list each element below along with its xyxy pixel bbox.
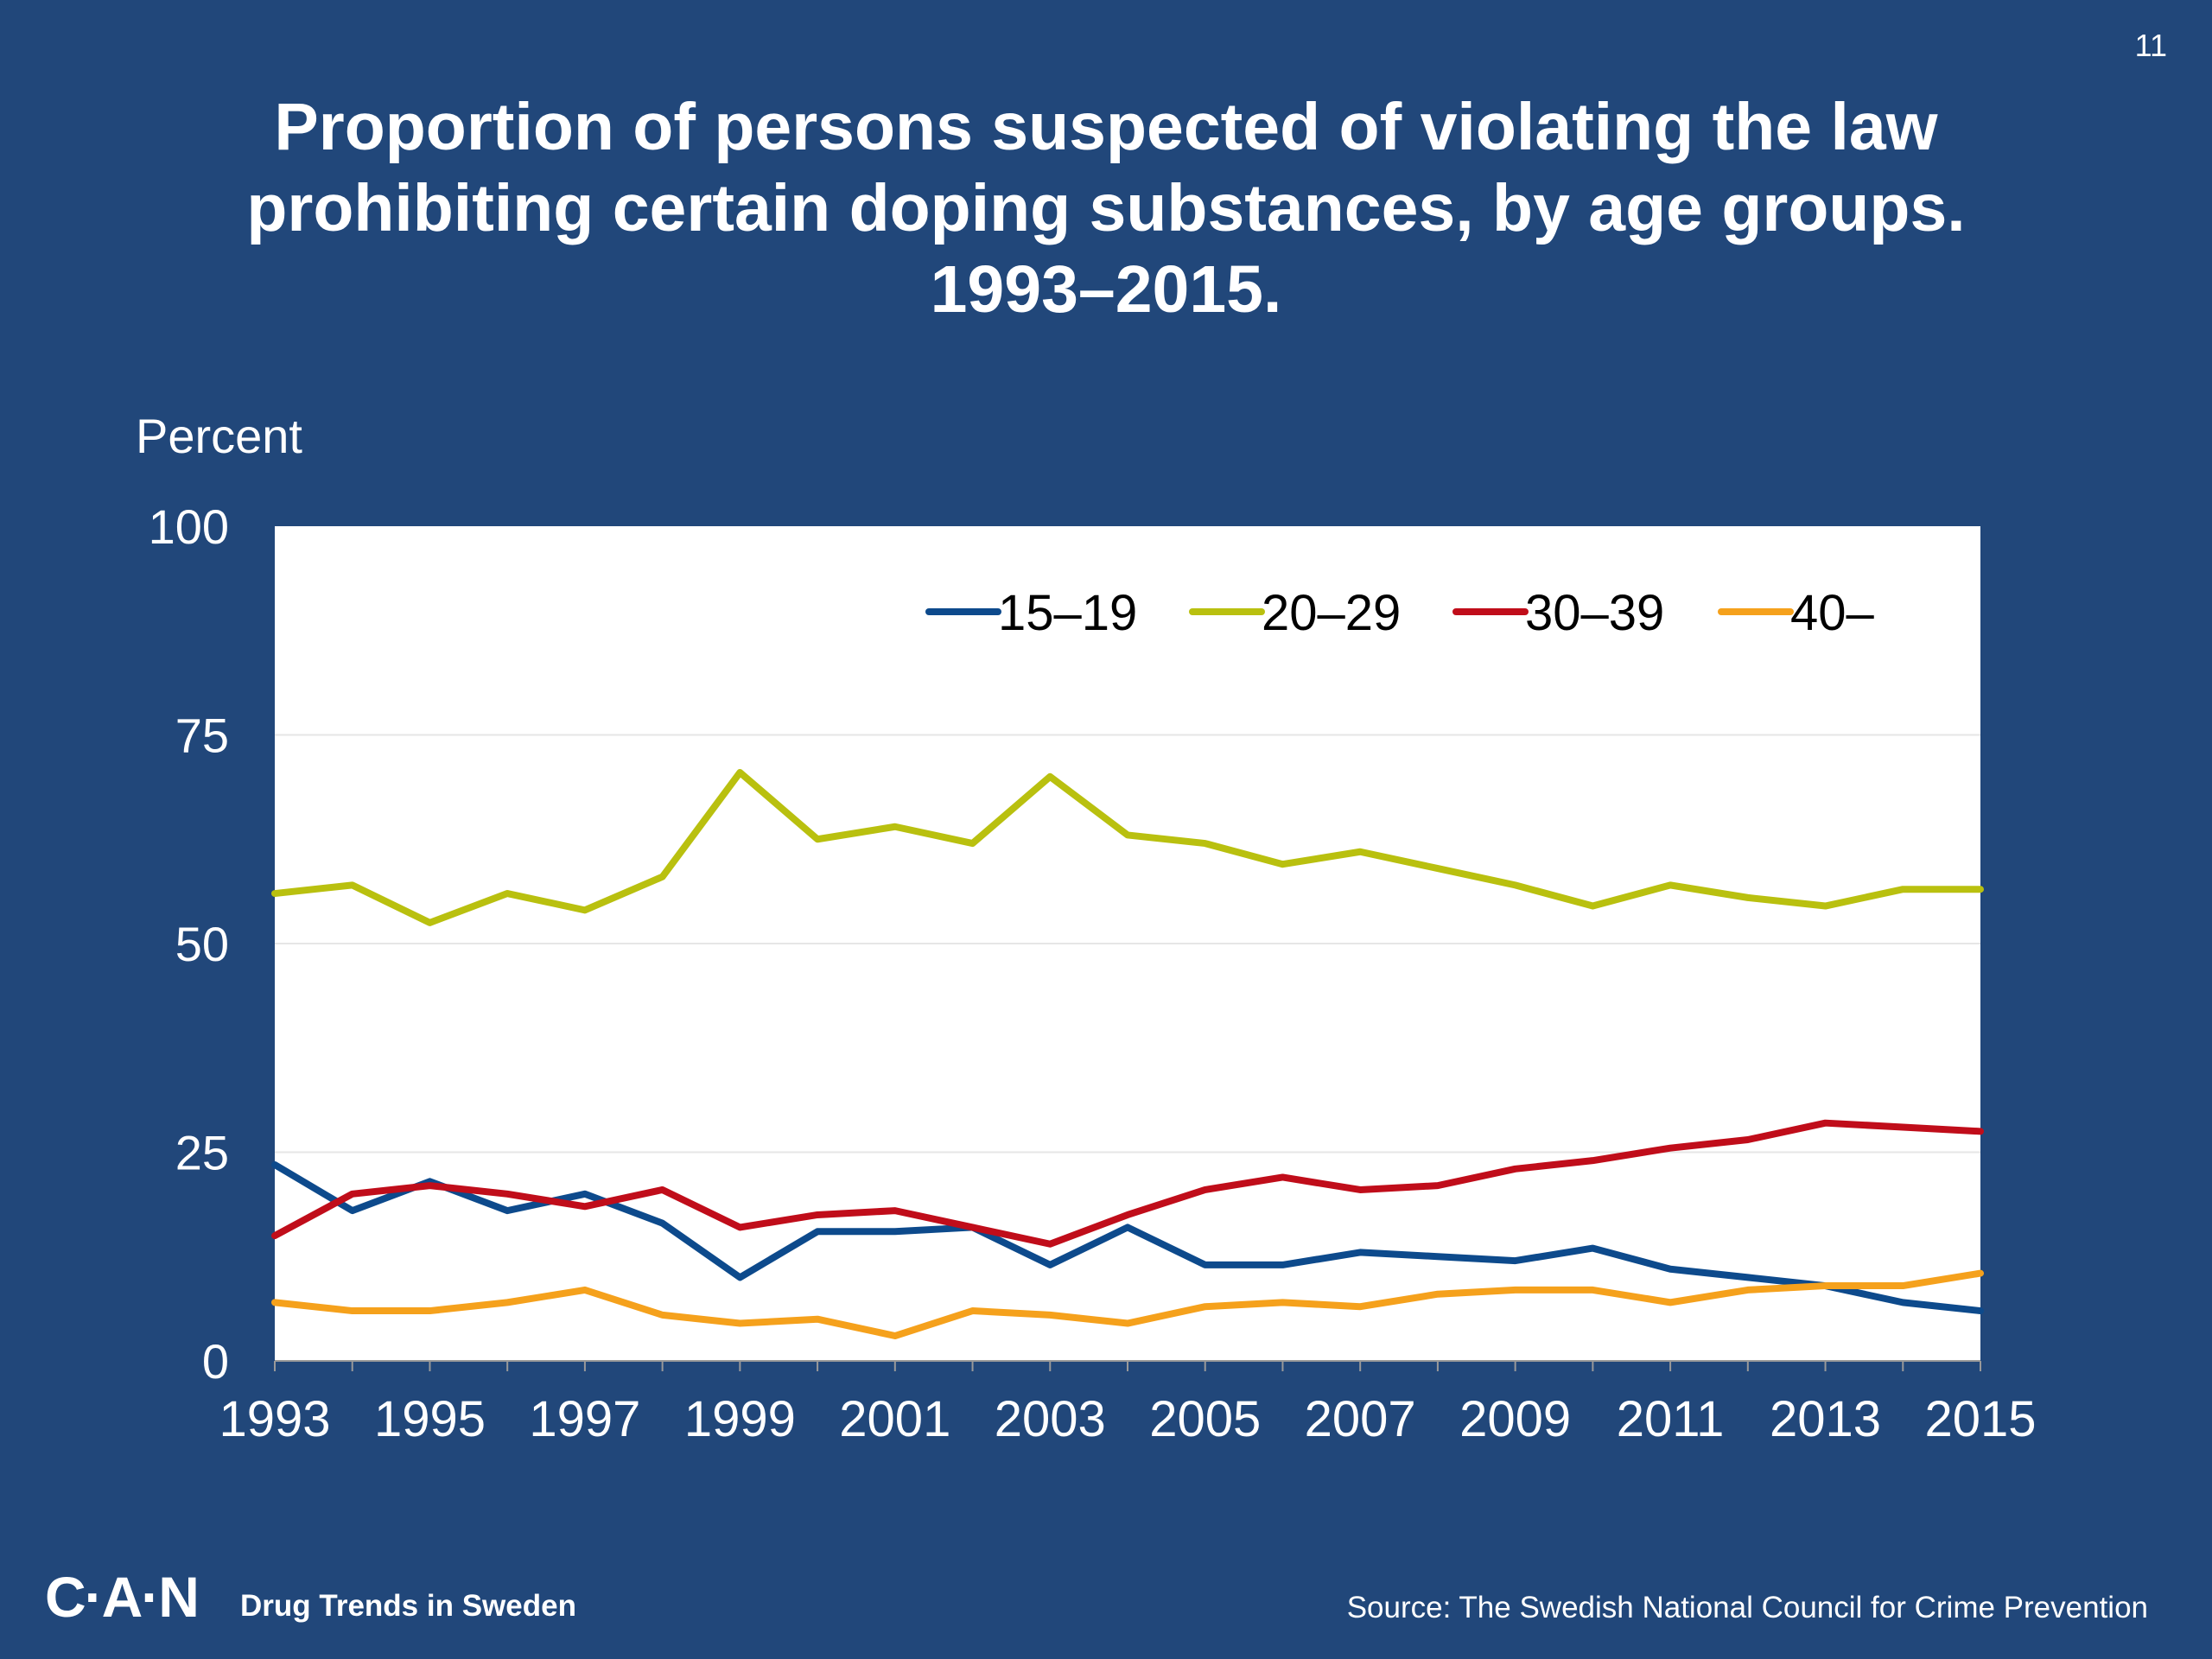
x-tick-label: 2005: [1149, 1391, 1261, 1447]
x-tick-label: 2013: [1770, 1391, 1881, 1447]
y-axis-label: Percent: [136, 409, 302, 463]
x-tick-label: 2011: [1617, 1391, 1725, 1447]
x-tick-label: 2009: [1459, 1391, 1571, 1447]
y-tick-label: 50: [175, 917, 229, 971]
x-tick-label: 2003: [995, 1391, 1106, 1447]
y-tick-label: 100: [149, 499, 229, 554]
y-tick-label: 0: [202, 1334, 229, 1389]
x-tick-label: 2001: [839, 1391, 950, 1447]
y-tick-label: 25: [175, 1126, 229, 1180]
x-tick-label: 2007: [1305, 1391, 1416, 1447]
page-number: 11: [2134, 28, 2167, 63]
chart-title-line-1: Proportion of persons suspected of viola…: [274, 90, 1938, 164]
y-tick-label: 75: [175, 709, 229, 763]
legend-label-4: 40–: [1790, 585, 1875, 641]
x-tick-label: 2015: [1924, 1391, 2036, 1447]
series-line-3: [271, 1119, 1984, 1248]
x-tick-label: 1993: [219, 1391, 330, 1447]
x-tick-label: 1997: [529, 1391, 640, 1447]
footer-tagline: Drug Trends in Sweden: [240, 1589, 576, 1623]
series-line-2: [271, 768, 1984, 926]
chart-title: Proportion of persons suspected of viola…: [138, 86, 2074, 330]
chart-title-line-3: 1993–2015.: [930, 252, 1282, 327]
chart-title-line-2: prohibiting certain doping substances, b…: [246, 171, 1966, 245]
source-note: Source: The Swedish National Council for…: [1346, 1591, 2148, 1624]
x-tick-label: 1995: [374, 1391, 486, 1447]
series-line-4: [271, 1269, 1984, 1340]
legend-label-2: 20–29: [1262, 585, 1401, 641]
legend-label-3: 30–39: [1525, 585, 1664, 641]
can-logo: C·A·N: [45, 1565, 200, 1629]
x-tick-label: 1999: [684, 1391, 796, 1447]
legend-label-1: 15–19: [998, 585, 1137, 641]
